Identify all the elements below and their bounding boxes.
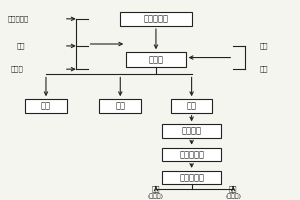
Text: 还原剂: 还原剂 — [10, 66, 23, 72]
Text: 熔剂: 熔剂 — [16, 43, 25, 49]
Text: 烟气: 烟气 — [187, 101, 196, 110]
Text: (送脱硫): (送脱硫) — [148, 193, 164, 199]
Text: 炉渣: 炉渣 — [115, 101, 125, 110]
Text: 粗铅: 粗铅 — [41, 101, 51, 110]
Text: 烟气: 烟气 — [152, 185, 160, 192]
Bar — [171, 99, 212, 113]
Text: 还原炉: 还原炉 — [148, 55, 164, 64]
Bar — [162, 148, 221, 161]
Bar — [162, 124, 221, 138]
Bar — [25, 99, 67, 113]
Text: 余热锅炉: 余热锅炉 — [182, 127, 202, 136]
Bar — [120, 12, 192, 26]
Text: 布袋收尘器: 布袋收尘器 — [179, 173, 204, 182]
Text: 表面冷却器: 表面冷却器 — [179, 150, 204, 159]
Bar — [162, 171, 221, 184]
Text: 煤气: 煤气 — [260, 43, 269, 49]
Bar — [126, 52, 186, 67]
Text: 热态富铅渣: 热态富铅渣 — [143, 14, 168, 23]
Bar — [100, 99, 141, 113]
Text: 冷态富铅渣: 冷态富铅渣 — [7, 16, 28, 22]
Text: 氧气: 氧气 — [260, 66, 269, 72]
Text: 烟尘: 烟尘 — [229, 185, 238, 192]
Text: (返料仓): (返料仓) — [225, 193, 241, 199]
